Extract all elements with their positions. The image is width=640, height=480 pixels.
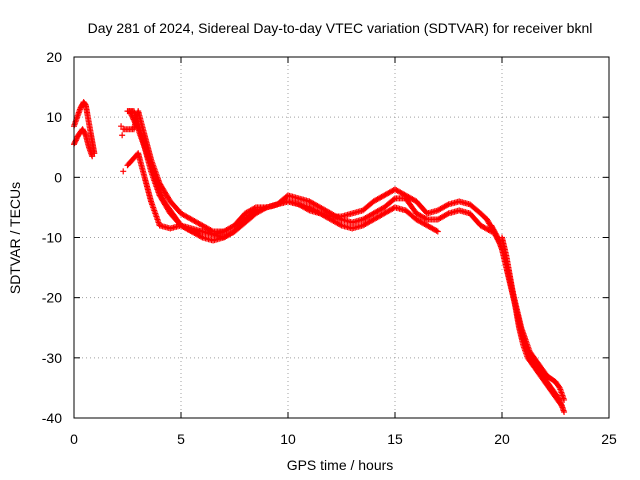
data-point-arc-d [134,124,141,131]
y-tick-label: 10 [46,109,62,125]
data-point-arc-d [133,122,140,129]
data-point-arc-early-lower [89,153,96,160]
data-point-isolated [120,168,127,175]
y-tick-label: 20 [46,49,62,65]
data-point-arc-a [444,202,451,209]
data-point-arc-c [422,215,429,222]
data-points [71,99,568,415]
data-point-arc-d [131,119,138,126]
x-tick-label: 0 [70,431,78,447]
data-point-arc-d [129,115,136,122]
y-tick-label: -30 [42,350,62,366]
y-tick-label: -40 [42,410,62,426]
data-point-arc-d [127,109,134,116]
data-point-arc-d [132,120,139,127]
x-tick-label: 15 [387,431,403,447]
data-point-arc-b [434,228,441,235]
data-point-arc-d [187,227,194,234]
y-tick-labels: -40 -30 -20 -10 0 10 20 [42,49,62,426]
data-point-arc-late-3 [558,401,565,408]
y-tick-label: 0 [54,169,62,185]
x-tick-label: 5 [177,431,185,447]
data-point-arc-early-lower [82,131,89,138]
x-tick-label: 10 [280,431,296,447]
x-tick-labels: 0 5 10 15 20 25 [70,431,617,447]
data-point-arc-c [337,215,344,222]
data-point-isolated [119,132,126,139]
y-axis-label: SDTVAR / TECUs [7,182,23,294]
data-point-arc-d [220,228,227,235]
data-point-arc-late-1 [555,383,562,390]
data-point-arc-d [131,117,138,124]
data-point-arc-d [128,112,135,119]
data-point-arc-d [129,113,136,120]
plot-frame [73,56,610,419]
chart-title: Day 281 of 2024, Sidereal Day-to-day VTE… [88,20,593,36]
data-point-isolated [118,123,125,130]
y-tick-label: -20 [42,290,62,306]
y-tick-label: -10 [42,230,62,246]
data-point-arc-b [433,227,440,234]
data-point-arc-late-1 [561,396,568,403]
x-tick-label: 20 [494,431,510,447]
data-point-arc-d [127,110,134,117]
x-tick-label: 25 [601,431,617,447]
data-point-arc-c [390,196,397,203]
data-point-arc-late-3 [558,402,565,409]
data-point-arc-late-2 [561,408,568,415]
data-point-arc-d [130,116,137,123]
data-point-arc-c [198,233,205,240]
data-point-arc-c [444,211,451,218]
x-axis-label: GPS time / hours [287,457,394,473]
data-point-arc-b [337,221,344,228]
data-point-arc-d [133,123,140,130]
data-point-arc-d [126,108,133,115]
data-point-arc-late-2 [494,233,501,240]
